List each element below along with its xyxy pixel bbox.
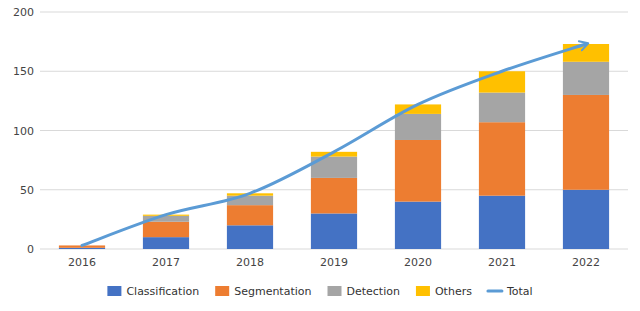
total-line [82,44,586,245]
bar-segment [563,44,609,62]
grid-line [40,130,628,131]
y-tick-label: 100 [13,125,34,138]
x-tick-label: 2021 [488,256,516,269]
legend-item: Detection [328,285,400,298]
bar-segment [143,237,189,249]
bar-segment [479,71,525,92]
page: {"chart_data": { "type": "bar", "stacked… [0,0,640,311]
bar-segment [563,190,609,249]
x-axis: 2016 2017 2018 2019 2020 2021 2022 [68,256,600,269]
y-axis: 0 50 100 150 200 [13,6,34,256]
bar-segment [227,205,273,225]
x-tick-label: 2022 [572,256,600,269]
legend-label: Detection [347,285,400,298]
y-tick-label: 50 [20,184,34,197]
legend-item: Segmentation [215,285,311,298]
bar-segment [395,202,441,249]
bar-series [59,95,609,248]
y-tick-label: 150 [13,65,34,78]
legend: Classification Segmentation Detection Other… [107,285,532,298]
bar-segment [479,122,525,195]
chart-svg: 0 50 100 150 200 2016 2017 2018 2019 2020 2021 2022… [0,0,640,311]
bar-segment [227,225,273,249]
bar-series [143,62,609,222]
legend-label: Segmentation [234,285,311,298]
grid-line [40,12,628,13]
bar-segment [479,93,525,123]
plot-data [59,44,609,249]
bar-segment [395,114,441,140]
legend-label: Classification [126,285,199,298]
grid-line [40,71,628,72]
y-tick-label: 200 [13,6,34,19]
bar-segment [59,248,105,249]
bar-segment [563,95,609,190]
bar-segment [563,62,609,95]
legend-item: Total [488,285,533,298]
legend-item: Others [416,285,472,298]
legend-swatch [416,286,430,296]
legend-item: Classification [107,285,199,298]
bar-segment [479,196,525,249]
x-tick-label: 2020 [404,256,432,269]
bar-segment [311,213,357,249]
legend-swatch [488,290,502,293]
legend-label: Total [506,285,533,298]
legend-swatch [107,286,121,296]
x-tick-label: 2019 [320,256,348,269]
legend-label: Others [435,285,472,298]
x-tick-label: 2016 [68,256,96,269]
bar-segment [395,140,441,202]
legend-swatch [328,286,342,296]
x-tick-label: 2017 [152,256,180,269]
legend-swatch [215,286,229,296]
bar-segment [311,178,357,214]
chart-container: 0 50 100 150 200 2016 2017 2018 2019 2020 2021 2022… [0,0,640,311]
bar-series [143,44,609,216]
y-tick-label: 0 [27,243,34,256]
x-tick-label: 2018 [236,256,264,269]
grid [40,12,628,249]
bar-segment [143,222,189,237]
